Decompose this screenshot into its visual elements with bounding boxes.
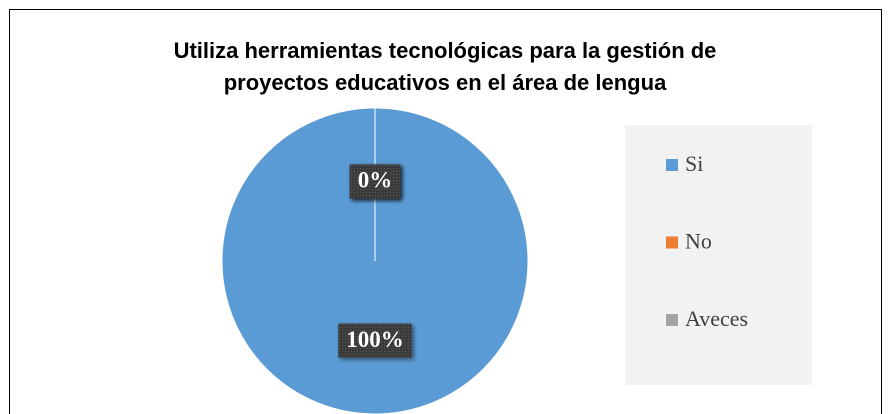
value-labels: 100%0%0% bbox=[338, 164, 412, 358]
chart-title: proyectos educativos en el área de lengu… bbox=[224, 70, 667, 95]
legend-box bbox=[625, 125, 812, 385]
value-label-box bbox=[338, 323, 412, 358]
value-label-group: 0% bbox=[349, 164, 401, 199]
legend-swatch bbox=[666, 159, 678, 171]
legend-label: No bbox=[685, 229, 712, 254]
value-label-group: 100% bbox=[338, 323, 412, 358]
pie bbox=[221, 107, 529, 414]
legend-label: Si bbox=[685, 151, 703, 176]
legend-swatch bbox=[666, 236, 678, 249]
chart-title: Utiliza herramientas tecnológicas para l… bbox=[174, 38, 717, 63]
value-label: 0% bbox=[358, 168, 393, 193]
value-label-box bbox=[349, 164, 401, 199]
value-label: 100% bbox=[346, 327, 404, 352]
legend-swatch bbox=[666, 314, 678, 326]
legend: Si No Aveces bbox=[666, 151, 748, 331]
legend-label: Aveces bbox=[685, 306, 748, 331]
